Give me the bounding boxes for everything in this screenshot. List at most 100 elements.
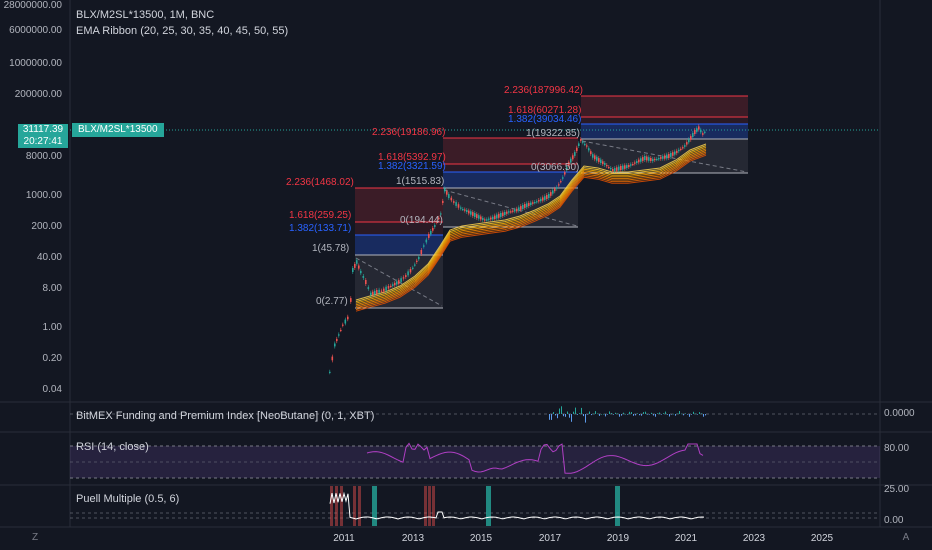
funding-bar [661,414,662,415]
x-tick-label: 2025 [810,533,834,544]
funding-bar [605,414,606,417]
auto-scale-left-button[interactable]: Z [31,532,39,543]
funding-bar [581,407,582,414]
funding-bar [627,414,628,415]
funding-bar [573,411,574,414]
funding-bar [653,414,654,416]
funding-bar [607,414,608,415]
ema-line [355,148,707,306]
fib-zone-red [581,96,748,117]
puell-highlight [353,486,356,526]
ema-line [355,153,707,311]
funding-bar [561,406,562,414]
funding-bar [695,413,696,415]
funding-bar [591,414,592,416]
rsi-pane-title[interactable]: RSI (14, close) [76,441,149,453]
puell-axis-label: 0.00 [884,515,904,526]
funding-bar [631,412,632,414]
fib-label: 1.618(60271.28) [508,105,582,116]
funding-bar [579,413,580,414]
ema-line [355,154,707,312]
funding-bar [609,411,610,414]
funding-bar [549,414,550,420]
funding-bar [611,413,612,414]
fib-label: 2.236(19186.96) [372,127,446,138]
puell-pane-title[interactable]: Puell Multiple (0.5, 6) [76,493,180,505]
funding-bar [623,412,624,414]
y-tick-label: 40.00 [36,252,62,263]
ema-line [355,149,707,307]
funding-bar [691,414,692,415]
x-tick-label: 2011 [333,533,355,544]
symbol-price-tag[interactable]: BLX/M2SL*13500 [72,123,164,137]
funding-bar [557,414,558,419]
puell-highlight [372,486,377,526]
ema-line [355,143,707,301]
funding-bar [685,413,686,414]
price-candles[interactable] [329,124,706,375]
funding-bar [587,414,588,415]
funding-bar [663,413,664,414]
fib-label: 1(1515.83) [396,176,445,187]
funding-bar [703,414,704,417]
funding-pane-title[interactable]: BitMEX Funding and Premium Index [NeoBut… [76,410,375,422]
funding-bar [689,414,690,417]
funding-bar [583,414,584,417]
funding-bar [637,413,638,414]
fib-zone-blue [443,172,578,188]
funding-bar [635,414,636,416]
fib-label: 1.618(5392.97) [378,152,446,163]
current-price-tag[interactable]: 31117.39 [18,124,68,136]
puell-line [329,491,705,520]
funding-bar [633,414,634,416]
funding-histogram [549,406,706,423]
ema-line [355,146,707,304]
funding-bar [629,411,630,414]
funding-bar [565,414,566,417]
funding-bar [615,412,616,414]
fib-label: 2.236(187996.42) [504,85,583,96]
funding-bar [625,413,626,415]
funding-bar [649,414,650,415]
funding-bar [699,412,700,414]
puell-highlight [428,486,431,526]
y-tick-label: 200.00 [31,221,62,232]
funding-bar [683,414,684,416]
funding-bar [567,411,568,414]
funding-bar [595,411,596,414]
funding-bar [621,414,622,416]
funding-bar [705,414,706,416]
fib-label: 1.618(259.25) [289,210,352,221]
y-tick-label: 1.00 [42,322,62,333]
fib-label: 1.382(39034.46) [508,114,582,125]
ema-line [355,151,707,309]
funding-bar [613,414,614,415]
funding-bar [659,412,660,414]
funding-bar [617,413,618,414]
puell-highlight-bars [330,486,620,526]
funding-bar [645,411,646,414]
puell-highlight [615,486,620,526]
funding-bar [639,414,640,416]
funding-bar [603,413,604,415]
y-tick-label: 200000.00 [14,89,62,100]
y-tick-label: 28000000.00 [3,0,62,11]
ema-ribbon-legend[interactable]: EMA Ribbon (20, 25, 30, 35, 40, 45, 50, … [76,25,289,37]
y-tick-label: 8000.00 [25,151,62,162]
fib-zone-blue [581,124,748,139]
y-tick-label: 6000000.00 [9,25,62,36]
funding-axis-label: 0.0000 [884,408,915,419]
ema-ribbon [355,143,707,312]
symbol-legend[interactable]: BLX/M2SL*13500, 1M, BNC [76,9,215,21]
funding-bar [619,414,620,417]
fib-zone-blue [355,235,443,255]
auto-scale-button[interactable]: A [902,532,910,543]
fib-zone-red [443,138,578,164]
x-tick-label: 2021 [674,533,698,544]
y-tick-label: 0.20 [42,353,62,364]
funding-bar [551,414,552,420]
funding-bar [559,408,560,414]
funding-bar [553,412,554,414]
fib-zone-red [443,164,578,172]
